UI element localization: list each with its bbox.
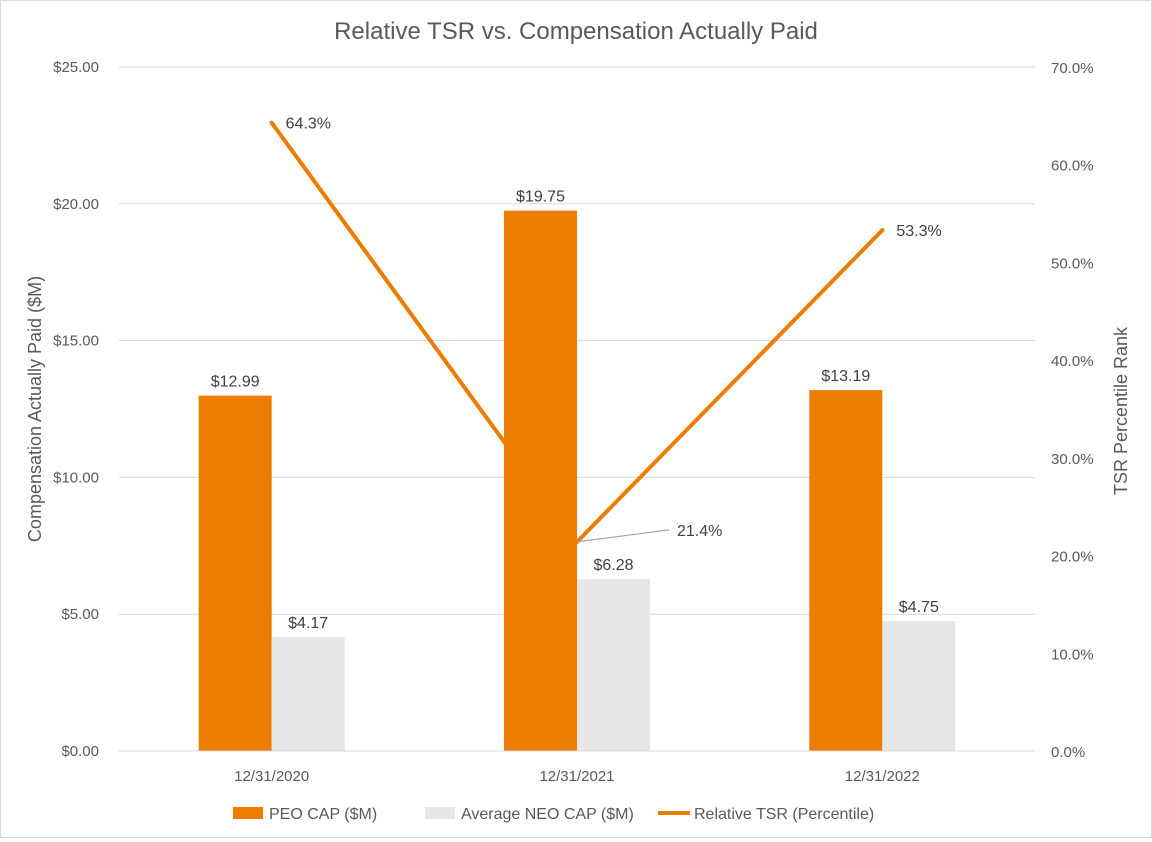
right-tick-label: 10.0% xyxy=(1051,646,1094,663)
legend-label: Average NEO CAP ($M) xyxy=(461,806,634,823)
right-tick-label: 30.0% xyxy=(1051,451,1094,468)
x-tick-label: 12/31/2021 xyxy=(539,768,614,785)
right-tick-label: 50.0% xyxy=(1051,255,1094,272)
right-tick-label: 60.0% xyxy=(1051,158,1094,175)
neo-cap-value-label: $6.28 xyxy=(593,557,633,574)
right-tick-label: 70.0% xyxy=(1051,60,1094,77)
left-tick-label: $5.00 xyxy=(61,606,99,623)
chart-title: Relative TSR vs. Compensation Actually P… xyxy=(334,18,818,45)
legend: PEO CAP ($M) Average NEO CAP ($M) Relative… xyxy=(233,806,874,823)
peo-cap-bar xyxy=(504,210,577,751)
neo-cap-value-label: $4.17 xyxy=(288,615,328,632)
tsr-leader-line xyxy=(576,529,670,543)
tsr-value-label: 64.3% xyxy=(286,116,331,133)
data-labels: $12.99 $19.75 $13.19 $4.17 $6.28 $4.75 64.3% 21… xyxy=(211,116,942,632)
neo-cap-value-label: $4.75 xyxy=(899,599,939,616)
legend-swatch-neo xyxy=(425,807,455,819)
right-axis-ticks: 0.0% 10.0% 20.0% 30.0% 40.0% 50.0% 60.0% 70.0% xyxy=(1051,60,1094,761)
legend-label: Relative TSR (Percentile) xyxy=(694,806,874,823)
x-tick-label: 12/31/2020 xyxy=(234,768,309,785)
left-tick-label: $10.00 xyxy=(53,469,99,486)
tsr-value-label: 21.4% xyxy=(677,523,722,540)
left-tick-label: $20.00 xyxy=(53,196,99,213)
right-tick-label: 40.0% xyxy=(1051,353,1094,370)
peo-cap-bar xyxy=(809,390,883,751)
neo-cap-bar xyxy=(271,636,345,751)
peo-cap-value-label: $13.19 xyxy=(821,368,870,385)
x-axis-ticks: 12/31/2020 12/31/2021 12/31/2022 xyxy=(234,768,920,785)
tsr-point xyxy=(880,228,885,233)
peo-cap-bar xyxy=(198,395,272,751)
tsr-point xyxy=(269,120,274,125)
neo-cap-bar xyxy=(882,621,956,751)
left-axis-ticks: $0.00 $5.00 $10.00 $15.00 $20.00 $25.00 xyxy=(53,59,99,760)
left-tick-label: $25.00 xyxy=(53,59,99,76)
legend-label: PEO CAP ($M) xyxy=(269,806,377,823)
peo-cap-value-label: $19.75 xyxy=(516,189,565,206)
peo-cap-value-label: $12.99 xyxy=(211,374,260,391)
legend-swatch-peo xyxy=(233,807,263,819)
neo-cap-bar xyxy=(577,579,650,751)
x-tick-label: 12/31/2022 xyxy=(845,768,920,785)
left-tick-label: $15.00 xyxy=(53,333,99,350)
right-tick-label: 0.0% xyxy=(1051,744,1085,761)
bar-series xyxy=(119,210,1035,752)
right-axis-title: TSR Percentile Rank xyxy=(1111,326,1131,495)
right-tick-label: 20.0% xyxy=(1051,549,1094,566)
left-axis-title: Compensation Actually Paid ($M) xyxy=(25,276,45,542)
tsr-value-label: 53.3% xyxy=(896,223,941,240)
left-tick-label: $0.00 xyxy=(61,743,99,760)
